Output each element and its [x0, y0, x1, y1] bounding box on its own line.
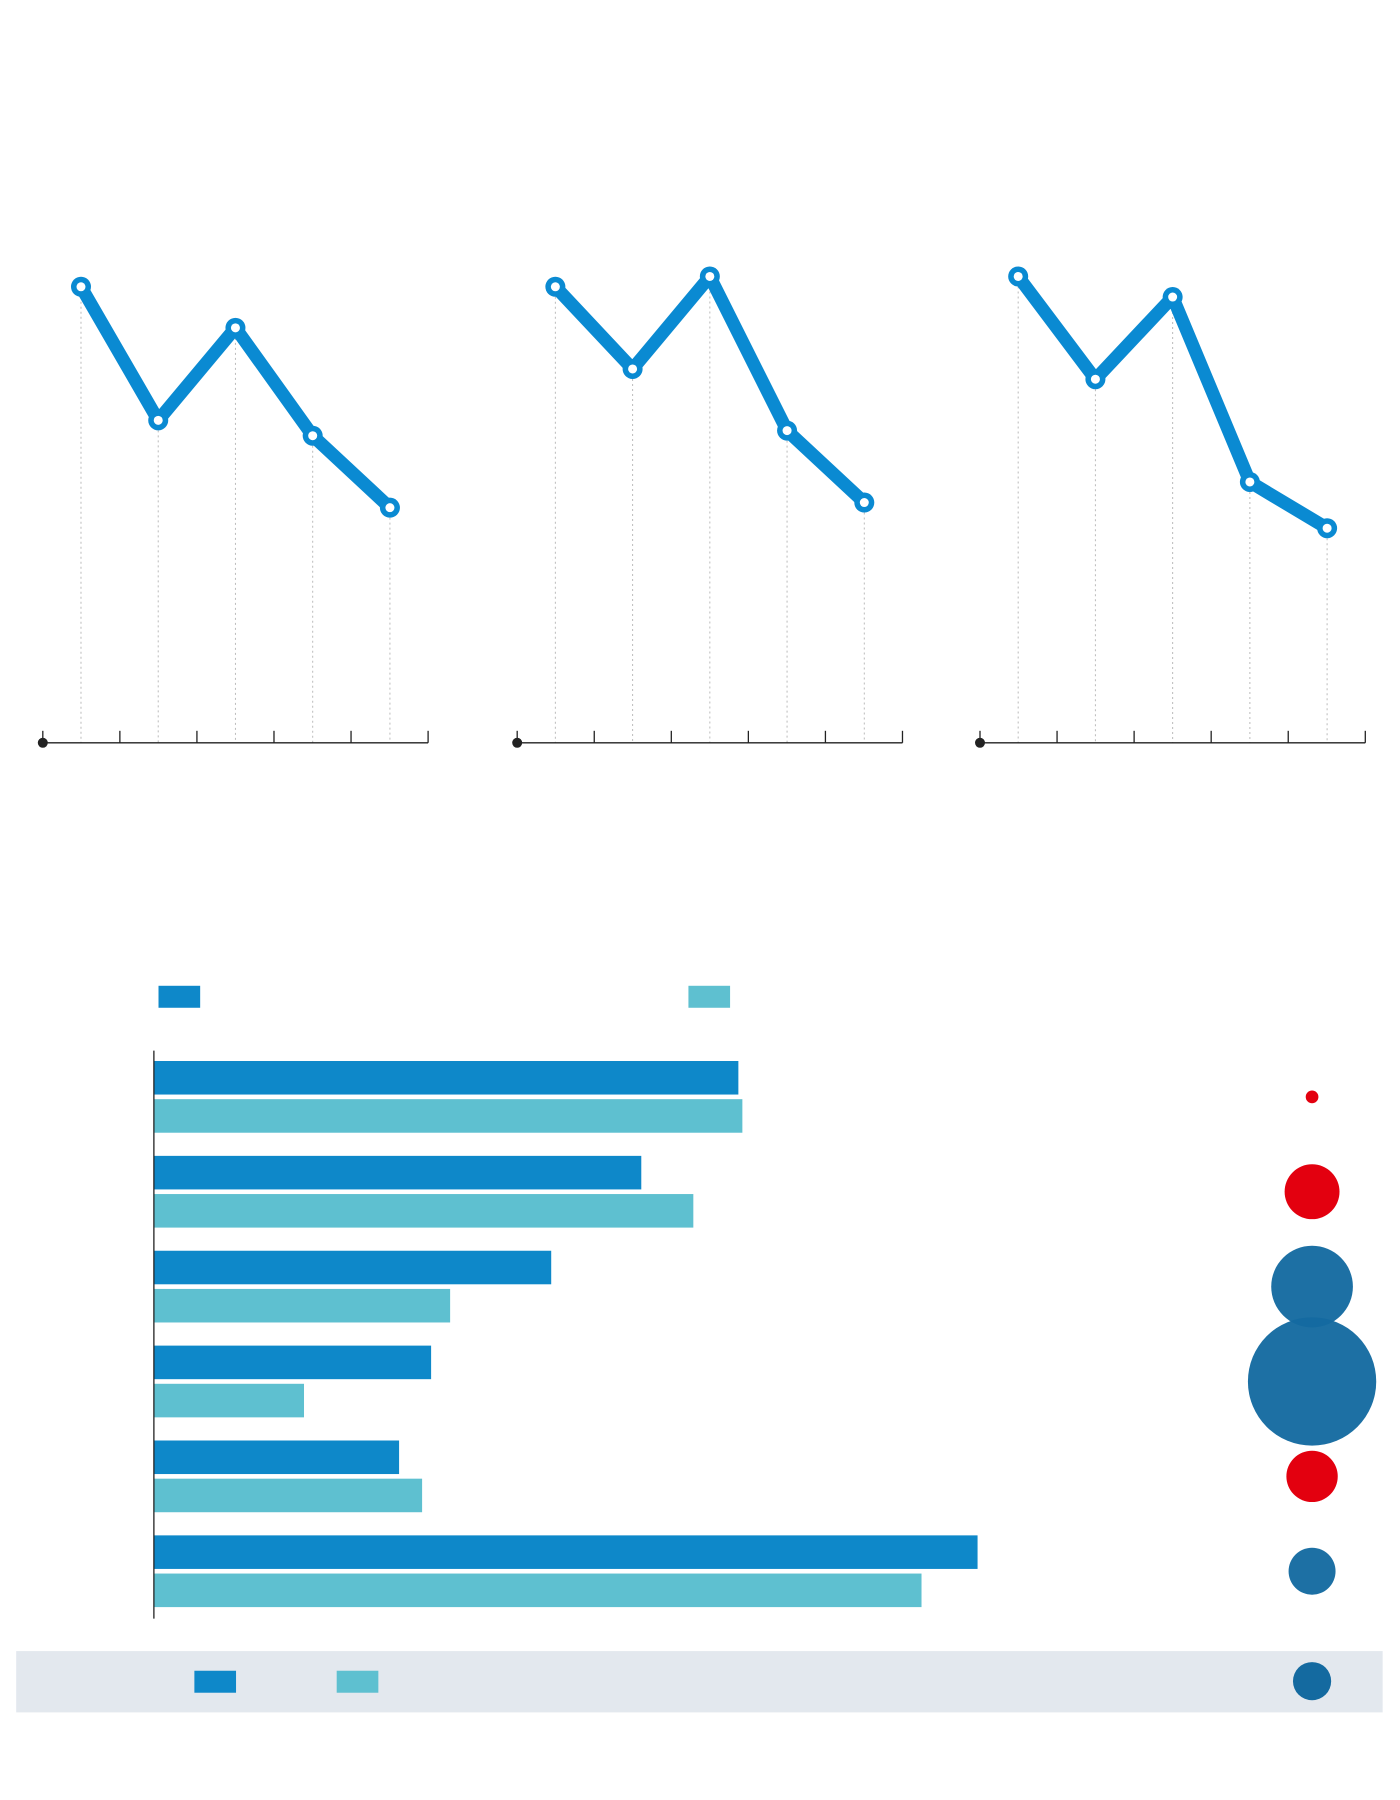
data-point-center [230, 323, 240, 333]
footer-legend-swatch-2 [336, 1670, 379, 1693]
bubble [1247, 1317, 1377, 1446]
data-point-center [1322, 523, 1332, 533]
line-chart-2 [512, 266, 904, 748]
data-point-center [859, 498, 869, 508]
data-point-center [705, 271, 715, 281]
bubble [1288, 1547, 1336, 1595]
data-point-center [782, 426, 792, 436]
axis-origin-dot [975, 737, 985, 748]
bar-series-1 [153, 1345, 432, 1380]
legend-swatch-series-1 [158, 985, 201, 1008]
line-chart-1 [37, 276, 429, 748]
bubble-column [1247, 1090, 1377, 1595]
bar-series-2 [153, 1288, 451, 1323]
series-line [548, 269, 871, 510]
data-point-center [550, 282, 560, 292]
bar-series-1 [153, 1535, 978, 1569]
data-point-center [1245, 477, 1255, 487]
axis-origin-dot [37, 737, 48, 748]
axis-origin-dot [512, 737, 523, 748]
footer-legend [16, 1651, 1383, 1713]
data-point-center [1090, 374, 1100, 384]
bar-series-2 [153, 1099, 743, 1133]
data-point-center [1013, 271, 1023, 281]
bar-series-2 [153, 1478, 423, 1513]
data-point-center [76, 282, 86, 292]
data-point-center [1168, 292, 1178, 302]
footer-band [16, 1651, 1383, 1713]
data-point-center [308, 431, 318, 441]
bubble [1286, 1450, 1338, 1503]
line-chart-group [37, 266, 1366, 748]
legend-swatch-series-2 [688, 985, 731, 1008]
bubble [1271, 1245, 1353, 1328]
bar-series-2 [153, 1573, 922, 1608]
bar-series-1 [153, 1060, 739, 1095]
bar-series-2 [153, 1383, 305, 1418]
footer-legend-bubble [1292, 1662, 1332, 1701]
bar-series-2 [153, 1194, 694, 1228]
data-point-center [153, 415, 163, 425]
footer-legend-swatch-1 [194, 1670, 237, 1693]
data-point-center [628, 364, 638, 374]
bubble [1305, 1090, 1319, 1104]
line-chart-3 [975, 266, 1366, 748]
bar-chart [153, 985, 978, 1619]
data-point-center [385, 503, 395, 513]
bar-series-1 [153, 1250, 552, 1285]
bar-series-1 [153, 1155, 642, 1190]
bar-series-1 [153, 1440, 400, 1475]
bubble [1284, 1164, 1340, 1220]
